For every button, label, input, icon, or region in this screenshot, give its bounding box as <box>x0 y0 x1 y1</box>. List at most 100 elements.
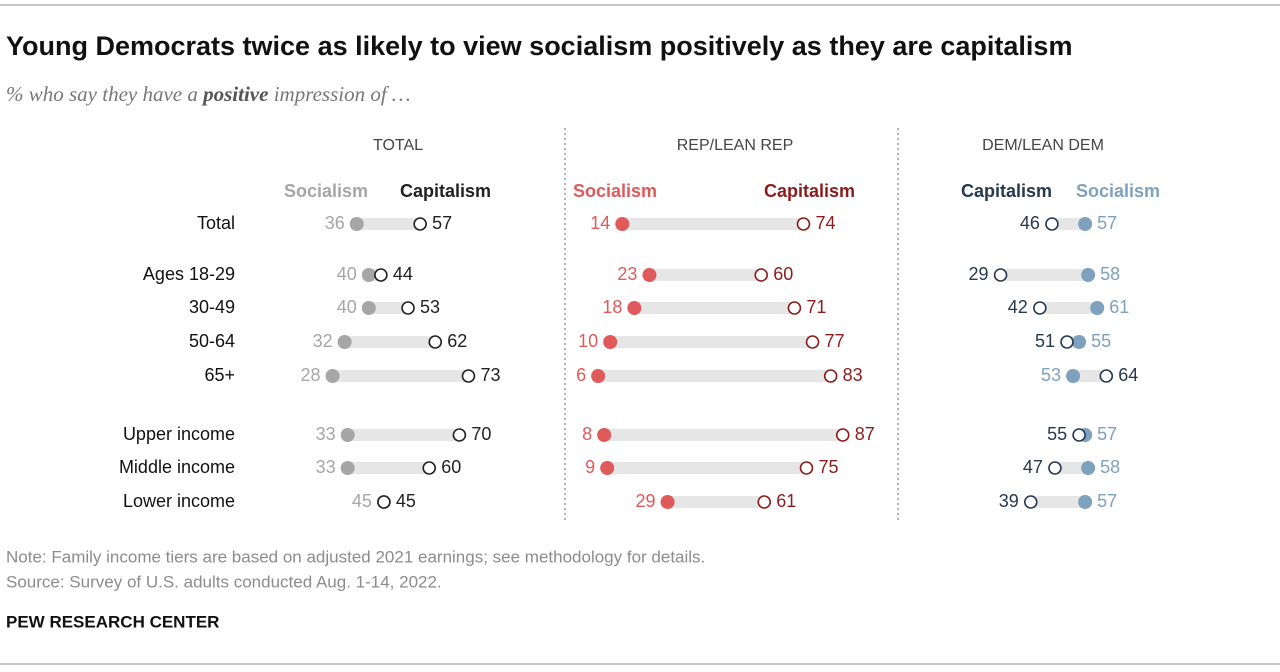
dot <box>796 217 811 231</box>
value-label: 42 <box>1008 297 1028 317</box>
dot <box>1099 369 1114 383</box>
value-label: 23 <box>617 264 637 284</box>
panel-title: TOTAL <box>373 137 423 154</box>
range-bar <box>368 302 409 314</box>
panel-title: DEM/LEAN DEM <box>982 137 1104 154</box>
value-label: 71 <box>806 297 826 317</box>
value-label: 55 <box>1091 331 1111 351</box>
range-bar <box>1039 302 1098 314</box>
subtitle-emphasis: positive <box>201 82 268 106</box>
subtitle-part: % who say they have a <box>6 82 203 106</box>
dot <box>401 301 415 315</box>
range-bar <box>344 336 436 348</box>
dot <box>1033 301 1047 315</box>
value-label: 58 <box>1100 264 1120 284</box>
dot <box>1081 461 1096 475</box>
value-label: 53 <box>420 297 440 317</box>
category-label: Middle income <box>119 457 235 477</box>
value-label: 70 <box>471 424 491 444</box>
value-label: 6 <box>576 365 586 385</box>
value-label: 60 <box>441 457 461 477</box>
value-label: 51 <box>1035 331 1055 351</box>
dot <box>337 335 352 349</box>
dot <box>615 217 630 231</box>
dot <box>340 428 355 442</box>
dot <box>413 217 427 231</box>
dot <box>660 495 675 509</box>
value-label: 33 <box>316 424 336 444</box>
value-label: 45 <box>352 491 372 511</box>
dot <box>835 428 850 442</box>
value-label: 45 <box>396 491 416 511</box>
dot <box>361 301 376 315</box>
category-label: Lower income <box>123 491 235 511</box>
legend-label: Capitalism <box>400 181 491 201</box>
panel-title: REP/LEAN REP <box>677 137 793 154</box>
value-label: 55 <box>1047 424 1067 444</box>
dot <box>340 461 355 475</box>
value-label: 10 <box>578 331 598 351</box>
dot <box>1072 428 1086 442</box>
category-label: Upper income <box>123 424 235 444</box>
dot <box>377 495 391 509</box>
value-label: 58 <box>1100 457 1120 477</box>
dot <box>627 301 642 315</box>
dot <box>1060 335 1074 349</box>
range-bar <box>1073 370 1107 382</box>
range-bar <box>604 429 843 441</box>
value-label: 77 <box>825 331 845 351</box>
range-bar <box>356 218 421 230</box>
range-bar <box>610 336 813 348</box>
source: Source: Survey of U.S. adults conducted … <box>6 572 442 591</box>
value-label: 40 <box>337 297 357 317</box>
dot <box>1078 495 1093 509</box>
value-label: 62 <box>447 331 467 351</box>
legend-label: Socialism <box>1076 181 1160 201</box>
value-label: 32 <box>313 331 333 351</box>
value-label: 14 <box>590 213 610 233</box>
dot <box>1072 335 1087 349</box>
dot <box>597 428 612 442</box>
subtitle: % who say they have a positive impressio… <box>6 82 411 106</box>
dot <box>361 268 376 282</box>
value-label: 33 <box>316 457 336 477</box>
legend-label: Capitalism <box>764 181 855 201</box>
dot <box>1045 217 1059 231</box>
dot <box>1081 268 1096 282</box>
value-label: 47 <box>1023 457 1043 477</box>
dot <box>1048 461 1062 475</box>
note: Note: Family income tiers are based on a… <box>6 547 705 566</box>
dot <box>452 428 467 442</box>
legend-label: Socialism <box>284 181 368 201</box>
value-label: 39 <box>999 491 1019 511</box>
range-bar <box>607 462 807 474</box>
range-bar <box>1054 462 1089 474</box>
value-label: 57 <box>1097 213 1117 233</box>
dot <box>428 335 443 349</box>
dot <box>1090 301 1105 315</box>
value-label: 75 <box>819 457 839 477</box>
category-label: 65+ <box>204 365 235 385</box>
dot <box>993 268 1008 282</box>
value-label: 36 <box>325 213 345 233</box>
value-label: 29 <box>636 491 656 511</box>
category-label: 50-64 <box>189 331 235 351</box>
range-bar <box>634 302 795 314</box>
value-label: 60 <box>773 264 793 284</box>
value-label: 28 <box>301 365 321 385</box>
chart-title: Young Democrats twice as likely to view … <box>6 31 1072 61</box>
range-bar <box>1030 496 1086 508</box>
subtitle-part: impression of … <box>268 82 410 106</box>
dot <box>591 369 606 383</box>
value-label: 87 <box>855 424 875 444</box>
dot <box>757 495 772 509</box>
dot <box>805 335 820 349</box>
range-bar <box>1000 269 1089 281</box>
dot <box>461 369 476 383</box>
value-label: 9 <box>585 457 595 477</box>
value-label: 74 <box>815 213 835 233</box>
range-bar <box>649 269 762 281</box>
credit: PEW RESEARCH CENTER <box>6 612 219 631</box>
range-bar <box>622 218 804 230</box>
